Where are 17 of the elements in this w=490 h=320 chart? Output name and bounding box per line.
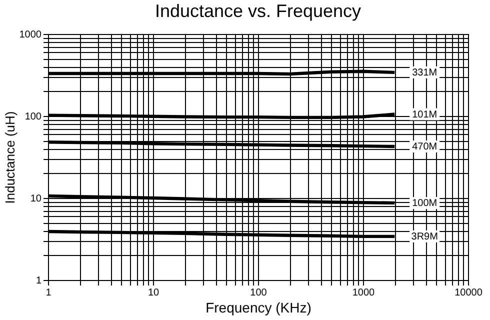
series-label: 100M bbox=[412, 198, 438, 209]
y-tick-label: 10 bbox=[30, 194, 42, 204]
x-tick-label: 1000 bbox=[352, 288, 376, 298]
x-tick-label: 10000 bbox=[454, 288, 483, 298]
y-axis-title: Inductance (uH) bbox=[2, 111, 18, 204]
y-tick-label: 100 bbox=[24, 112, 42, 122]
x-tick-label: 100 bbox=[250, 288, 268, 298]
y-tick-label: 1000 bbox=[19, 30, 42, 40]
series-label: 101M bbox=[412, 109, 438, 120]
x-axis-title: Frequency (KHz) bbox=[206, 300, 312, 316]
x-tick-label: 1 bbox=[46, 288, 52, 298]
series-label: 3R9M bbox=[411, 231, 438, 242]
x-tick-label: 10 bbox=[148, 288, 160, 298]
chart-title: Inductance vs. Frequency bbox=[154, 1, 362, 21]
y-tick-label: 1 bbox=[36, 276, 42, 286]
series-label: 331M bbox=[412, 67, 438, 78]
series-label: 470M bbox=[412, 141, 438, 152]
